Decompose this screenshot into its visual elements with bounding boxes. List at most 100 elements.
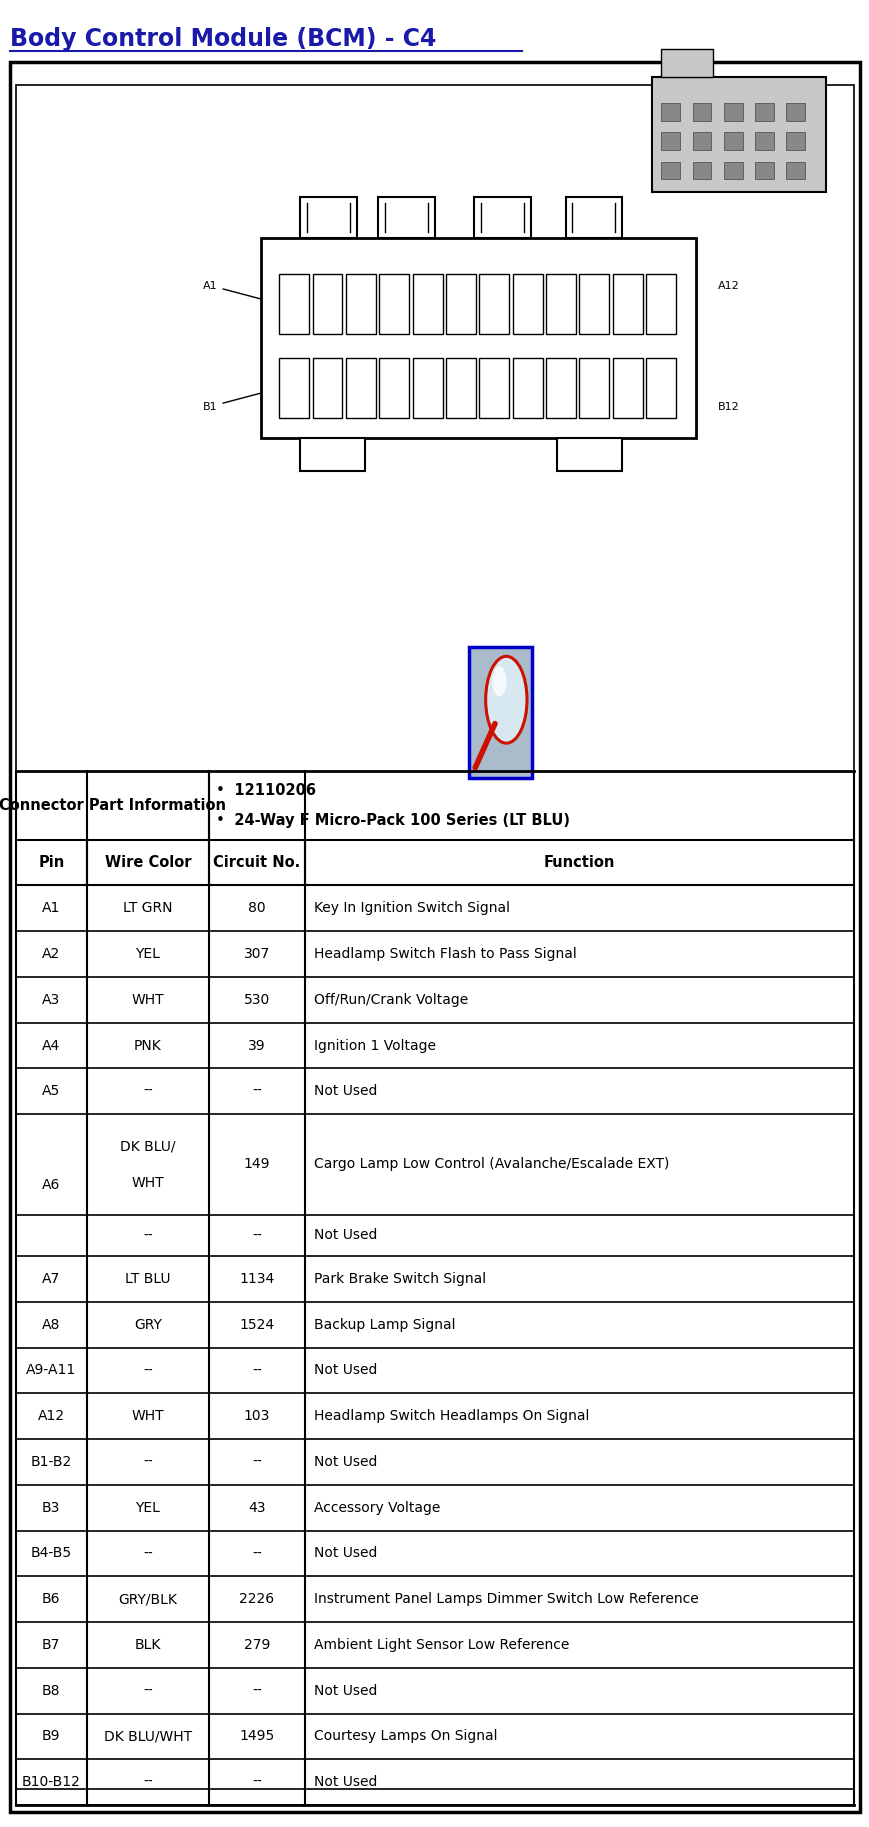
Text: 80: 80 bbox=[248, 901, 265, 915]
Bar bbox=[261, 238, 695, 438]
Bar bbox=[786, 161, 805, 179]
Bar bbox=[692, 102, 711, 121]
Bar bbox=[446, 358, 475, 418]
Text: 307: 307 bbox=[243, 946, 269, 961]
Text: Ignition 1 Voltage: Ignition 1 Voltage bbox=[314, 1038, 435, 1052]
Text: A12: A12 bbox=[37, 1409, 65, 1423]
Text: DK BLU/WHT: DK BLU/WHT bbox=[103, 1730, 191, 1743]
Bar bbox=[612, 358, 642, 418]
Text: A4: A4 bbox=[42, 1038, 60, 1052]
Text: Not Used: Not Used bbox=[314, 1083, 376, 1098]
Text: Courtesy Lamps On Signal: Courtesy Lamps On Signal bbox=[314, 1730, 496, 1743]
Text: LT BLU: LT BLU bbox=[125, 1272, 170, 1286]
Text: A6: A6 bbox=[42, 1178, 61, 1191]
Bar bbox=[512, 274, 542, 334]
Bar bbox=[479, 358, 508, 418]
Text: A2: A2 bbox=[42, 946, 60, 961]
Text: Not Used: Not Used bbox=[314, 1454, 376, 1469]
Bar bbox=[660, 132, 680, 150]
Text: --: -- bbox=[252, 1776, 262, 1789]
Bar bbox=[379, 358, 408, 418]
Text: •: • bbox=[216, 782, 224, 798]
Bar bbox=[346, 358, 375, 418]
Text: B1-B2: B1-B2 bbox=[30, 1454, 72, 1469]
Text: B12: B12 bbox=[717, 402, 739, 411]
Bar bbox=[786, 132, 805, 150]
Text: --: -- bbox=[252, 1228, 262, 1242]
Text: B7: B7 bbox=[42, 1639, 61, 1652]
Text: Function: Function bbox=[543, 855, 614, 870]
Text: --: -- bbox=[252, 1684, 262, 1697]
Text: Not Used: Not Used bbox=[314, 1546, 376, 1560]
Text: B10-B12: B10-B12 bbox=[22, 1776, 81, 1789]
Text: B4-B5: B4-B5 bbox=[30, 1546, 72, 1560]
Text: Instrument Panel Lamps Dimmer Switch Low Reference: Instrument Panel Lamps Dimmer Switch Low… bbox=[314, 1591, 698, 1606]
Bar bbox=[546, 358, 575, 418]
Text: 279: 279 bbox=[243, 1639, 269, 1652]
Text: GRY/BLK: GRY/BLK bbox=[118, 1591, 177, 1606]
Text: 39: 39 bbox=[248, 1038, 265, 1052]
Circle shape bbox=[492, 667, 506, 696]
Bar bbox=[412, 274, 442, 334]
Text: Not Used: Not Used bbox=[314, 1363, 376, 1378]
Text: 149: 149 bbox=[243, 1158, 269, 1171]
Text: Pin: Pin bbox=[38, 855, 64, 870]
Text: --: -- bbox=[252, 1454, 262, 1469]
Bar bbox=[646, 274, 675, 334]
Bar bbox=[723, 102, 742, 121]
Bar bbox=[556, 438, 621, 471]
Text: --: -- bbox=[252, 1546, 262, 1560]
Text: Park Brake Switch Signal: Park Brake Switch Signal bbox=[314, 1272, 485, 1286]
Text: B9: B9 bbox=[42, 1730, 61, 1743]
Bar bbox=[754, 132, 773, 150]
Text: A3: A3 bbox=[42, 992, 60, 1007]
Text: GRY: GRY bbox=[134, 1317, 162, 1332]
Bar bbox=[660, 49, 713, 77]
Bar bbox=[446, 274, 475, 334]
Bar bbox=[346, 274, 375, 334]
Text: WHT: WHT bbox=[131, 992, 164, 1007]
Text: A1: A1 bbox=[42, 901, 61, 915]
Bar bbox=[512, 358, 542, 418]
Text: 2226: 2226 bbox=[239, 1591, 274, 1606]
Bar bbox=[312, 358, 342, 418]
Bar bbox=[660, 161, 680, 179]
Text: --: -- bbox=[143, 1454, 152, 1469]
Text: Key In Ignition Switch Signal: Key In Ignition Switch Signal bbox=[314, 901, 509, 915]
Text: --: -- bbox=[143, 1684, 152, 1697]
Text: LT GRN: LT GRN bbox=[123, 901, 172, 915]
Text: A8: A8 bbox=[42, 1317, 61, 1332]
Bar bbox=[546, 274, 575, 334]
Text: Accessory Voltage: Accessory Voltage bbox=[314, 1500, 440, 1515]
Text: --: -- bbox=[143, 1228, 152, 1242]
Text: Cargo Lamp Low Control (Avalanche/Escalade EXT): Cargo Lamp Low Control (Avalanche/Escala… bbox=[314, 1158, 668, 1171]
Text: Headlamp Switch Flash to Pass Signal: Headlamp Switch Flash to Pass Signal bbox=[314, 946, 576, 961]
Text: Connector Part Information: Connector Part Information bbox=[0, 798, 225, 813]
Bar bbox=[300, 197, 356, 238]
Text: B6: B6 bbox=[42, 1591, 61, 1606]
Bar bbox=[412, 358, 442, 418]
Bar bbox=[786, 102, 805, 121]
Text: Body Control Module (BCM) - C4: Body Control Module (BCM) - C4 bbox=[10, 27, 436, 51]
Text: A5: A5 bbox=[42, 1083, 60, 1098]
Bar bbox=[579, 358, 608, 418]
Bar bbox=[565, 197, 621, 238]
Bar bbox=[279, 274, 308, 334]
Text: 1495: 1495 bbox=[239, 1730, 274, 1743]
Text: 24-Way F Micro-Pack 100 Series (LT BLU): 24-Way F Micro-Pack 100 Series (LT BLU) bbox=[219, 813, 569, 828]
Text: Not Used: Not Used bbox=[314, 1228, 376, 1242]
Text: --: -- bbox=[143, 1546, 152, 1560]
Bar bbox=[646, 358, 675, 418]
Text: 530: 530 bbox=[243, 992, 269, 1007]
Text: PNK: PNK bbox=[134, 1038, 162, 1052]
Bar bbox=[378, 197, 434, 238]
Text: Circuit No.: Circuit No. bbox=[213, 855, 300, 870]
Text: •: • bbox=[216, 813, 224, 828]
Bar bbox=[652, 77, 826, 192]
Text: A12: A12 bbox=[717, 281, 739, 290]
Text: 1134: 1134 bbox=[239, 1272, 274, 1286]
Bar bbox=[723, 161, 742, 179]
Text: A9-A11: A9-A11 bbox=[26, 1363, 76, 1378]
Text: 103: 103 bbox=[243, 1409, 269, 1423]
Bar bbox=[379, 274, 408, 334]
